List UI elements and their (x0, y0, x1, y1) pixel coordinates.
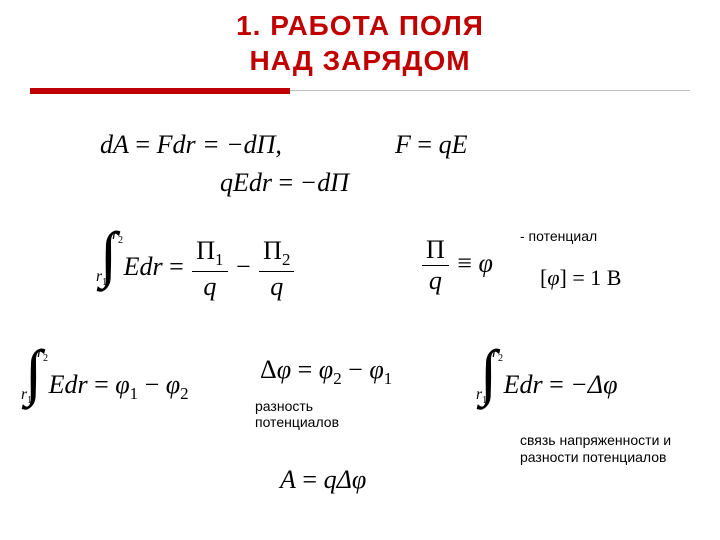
t: dA (100, 130, 129, 159)
t: 1 (384, 369, 392, 388)
t: 1 (482, 395, 487, 406)
t: разность (255, 398, 313, 414)
integral-icon: r2 ∫ r1 (100, 230, 117, 282)
t: φ (369, 355, 383, 384)
t: − (342, 355, 370, 384)
rule-gray (290, 90, 690, 91)
eq-dA: dA = Fdr = −dП, (100, 130, 282, 160)
eq-FqE: F = qE (395, 130, 467, 160)
t: = (543, 370, 571, 399)
t: φ (478, 248, 492, 277)
t: 1 (215, 251, 223, 270)
title-line2: НАД ЗАРЯДОМ (249, 45, 470, 76)
eq-int1: r2 ∫ r1 Edr = П1 q − П2 q (100, 230, 296, 302)
t: ] (560, 265, 567, 290)
t: 2 (43, 353, 48, 364)
t: φ (547, 265, 559, 290)
slide: 1. РАБОТА ПОЛЯ НАД ЗАРЯДОМ dA = Fdr = −d… (0, 0, 720, 540)
t: = (88, 370, 116, 399)
t: φ (166, 370, 180, 399)
t: φ (115, 370, 129, 399)
t: q (422, 265, 449, 296)
t: qE (439, 130, 468, 159)
rule-red (30, 88, 290, 94)
t: −dП (300, 168, 349, 197)
t: 2 (333, 369, 341, 388)
t: 2 (498, 353, 503, 364)
integral-icon: r2 ∫ r1 (480, 348, 497, 400)
t: ≡ (457, 248, 478, 277)
t: A (280, 465, 296, 494)
t: 2 (180, 384, 188, 403)
frac: П1 q (192, 236, 227, 301)
t: 2 (282, 251, 290, 270)
t: 2 (118, 235, 123, 246)
t: = (296, 465, 324, 494)
title-block: 1. РАБОТА ПОЛЯ НАД ЗАРЯДОМ (0, 0, 720, 78)
t: П (263, 236, 282, 265)
annotation-potdiff: разность потенциалов (255, 398, 339, 430)
slide-title: 1. РАБОТА ПОЛЯ НАД ЗАРЯДОМ (0, 8, 720, 78)
t: Edr (124, 252, 163, 281)
t: q (270, 272, 283, 301)
t: Edr (49, 370, 88, 399)
t: 1 (102, 277, 107, 288)
t: F (395, 130, 411, 159)
eq-int3: r2 ∫ r1 Edr = −Δφ (480, 348, 617, 400)
t: 1 (27, 395, 32, 406)
t: = (129, 130, 157, 159)
eq-Aq: A = qΔφ (280, 465, 366, 495)
t: = (291, 355, 319, 384)
annotation-potential: - потенциал (520, 228, 597, 244)
t: 1 (130, 384, 138, 403)
t: qEdr (220, 168, 272, 197)
title-line1: 1. РАБОТА ПОЛЯ (236, 10, 484, 41)
t: − (236, 252, 257, 281)
t: q (203, 272, 216, 301)
t: − (145, 370, 166, 399)
eq-phidef: П q ≡ φ (420, 235, 493, 296)
t: разности потенциалов (520, 449, 666, 465)
frac: П q (422, 235, 449, 296)
t: = (411, 130, 439, 159)
t: = (567, 265, 590, 290)
eq-int2: r2 ∫ r1 Edr = φ1 − φ2 (25, 348, 189, 404)
t: П (196, 236, 215, 265)
t: −Δφ (570, 370, 617, 399)
t: φ (319, 355, 333, 384)
annotation-relation: связь напряженности и разности потенциал… (520, 432, 671, 466)
t: φ (277, 355, 291, 384)
t: 1 В (590, 265, 621, 290)
t: = −dП, (196, 130, 282, 159)
t: qΔφ (324, 465, 367, 494)
t: потенциалов (255, 414, 339, 430)
eq-dphi: Δφ = φ2 − φ1 (260, 355, 392, 389)
eq-qEdr: qEdr = −dП (220, 168, 349, 198)
integral-icon: r2 ∫ r1 (25, 348, 42, 400)
t: Edr (504, 370, 543, 399)
eq-phi-unit: [φ] = 1 В (540, 265, 621, 291)
t: Fdr (157, 130, 196, 159)
t: = (163, 252, 191, 281)
t: связь напряженности и (520, 432, 671, 448)
frac: П2 q (259, 236, 294, 301)
t: Δ (260, 355, 277, 384)
t: = (272, 168, 300, 197)
t: П (422, 235, 449, 265)
